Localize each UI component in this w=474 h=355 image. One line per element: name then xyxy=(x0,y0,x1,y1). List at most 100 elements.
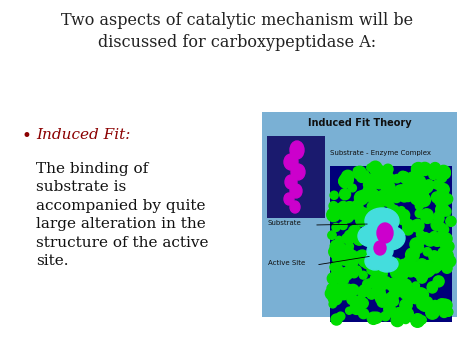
Circle shape xyxy=(405,266,416,277)
Circle shape xyxy=(411,163,425,176)
Circle shape xyxy=(366,191,376,202)
Circle shape xyxy=(381,194,393,206)
Circle shape xyxy=(381,278,389,287)
Text: •: • xyxy=(22,128,32,145)
Circle shape xyxy=(394,277,405,288)
Circle shape xyxy=(416,259,428,271)
Circle shape xyxy=(327,208,340,222)
Circle shape xyxy=(363,279,372,289)
Text: Substrate: Substrate xyxy=(268,220,302,226)
Circle shape xyxy=(359,271,367,279)
Circle shape xyxy=(340,287,349,296)
Circle shape xyxy=(381,312,390,321)
Circle shape xyxy=(357,208,370,220)
Circle shape xyxy=(404,258,417,271)
Circle shape xyxy=(444,308,453,316)
Circle shape xyxy=(403,308,413,318)
Ellipse shape xyxy=(284,154,298,170)
Circle shape xyxy=(332,252,346,265)
Circle shape xyxy=(339,255,350,265)
Circle shape xyxy=(412,178,425,191)
Circle shape xyxy=(387,202,394,209)
Circle shape xyxy=(407,172,420,185)
Circle shape xyxy=(391,314,404,327)
Circle shape xyxy=(410,292,422,304)
Circle shape xyxy=(402,219,414,231)
Circle shape xyxy=(438,168,448,178)
Circle shape xyxy=(384,304,395,315)
Circle shape xyxy=(431,300,439,308)
Circle shape xyxy=(440,299,449,309)
Circle shape xyxy=(327,284,336,293)
Circle shape xyxy=(436,299,448,310)
Circle shape xyxy=(325,287,338,300)
Circle shape xyxy=(364,175,372,183)
Circle shape xyxy=(336,284,347,295)
Circle shape xyxy=(355,191,368,205)
Circle shape xyxy=(411,314,424,327)
Circle shape xyxy=(438,230,447,238)
Circle shape xyxy=(348,225,361,238)
Circle shape xyxy=(367,164,374,171)
Circle shape xyxy=(346,258,354,265)
Circle shape xyxy=(377,191,386,200)
Circle shape xyxy=(411,241,423,253)
Circle shape xyxy=(417,235,427,245)
Circle shape xyxy=(338,212,346,220)
Circle shape xyxy=(396,185,408,197)
Circle shape xyxy=(329,291,340,302)
Ellipse shape xyxy=(285,175,297,189)
Text: The binding of
substrate is
accompanied by quite
large alteration in the
structu: The binding of substrate is accompanied … xyxy=(36,162,209,268)
Circle shape xyxy=(364,179,375,190)
Circle shape xyxy=(377,297,387,307)
Circle shape xyxy=(328,288,342,302)
Circle shape xyxy=(345,230,354,239)
Circle shape xyxy=(367,174,374,181)
Circle shape xyxy=(382,278,392,289)
Circle shape xyxy=(356,230,367,241)
Circle shape xyxy=(348,203,359,213)
Circle shape xyxy=(410,288,423,301)
Circle shape xyxy=(411,219,424,232)
Circle shape xyxy=(347,284,359,296)
Circle shape xyxy=(414,288,424,298)
Circle shape xyxy=(399,191,410,202)
Circle shape xyxy=(337,273,349,285)
Circle shape xyxy=(399,271,408,280)
Circle shape xyxy=(359,284,371,296)
Circle shape xyxy=(418,297,432,311)
Circle shape xyxy=(421,211,433,223)
Ellipse shape xyxy=(290,141,304,159)
Circle shape xyxy=(356,250,369,264)
Circle shape xyxy=(412,264,427,279)
Circle shape xyxy=(350,298,359,306)
Circle shape xyxy=(438,174,446,182)
Circle shape xyxy=(389,309,398,318)
Circle shape xyxy=(367,312,380,324)
Circle shape xyxy=(437,173,447,182)
Circle shape xyxy=(372,280,379,288)
Circle shape xyxy=(366,279,373,286)
Circle shape xyxy=(429,170,438,180)
Circle shape xyxy=(424,260,434,271)
Circle shape xyxy=(446,216,456,226)
Circle shape xyxy=(328,231,336,239)
Circle shape xyxy=(328,273,339,284)
Circle shape xyxy=(353,232,366,245)
Circle shape xyxy=(438,184,449,196)
Circle shape xyxy=(358,253,373,267)
Circle shape xyxy=(412,282,419,289)
Circle shape xyxy=(436,203,447,214)
Circle shape xyxy=(402,189,414,202)
Circle shape xyxy=(340,173,353,186)
Circle shape xyxy=(374,267,387,280)
Circle shape xyxy=(350,251,357,258)
Circle shape xyxy=(336,248,346,259)
Circle shape xyxy=(350,201,363,215)
Circle shape xyxy=(370,190,379,200)
Circle shape xyxy=(348,266,357,274)
Text: Substrate - Enzyme Complex: Substrate - Enzyme Complex xyxy=(330,150,431,156)
Circle shape xyxy=(400,279,411,291)
Circle shape xyxy=(440,300,452,311)
Circle shape xyxy=(443,241,454,252)
